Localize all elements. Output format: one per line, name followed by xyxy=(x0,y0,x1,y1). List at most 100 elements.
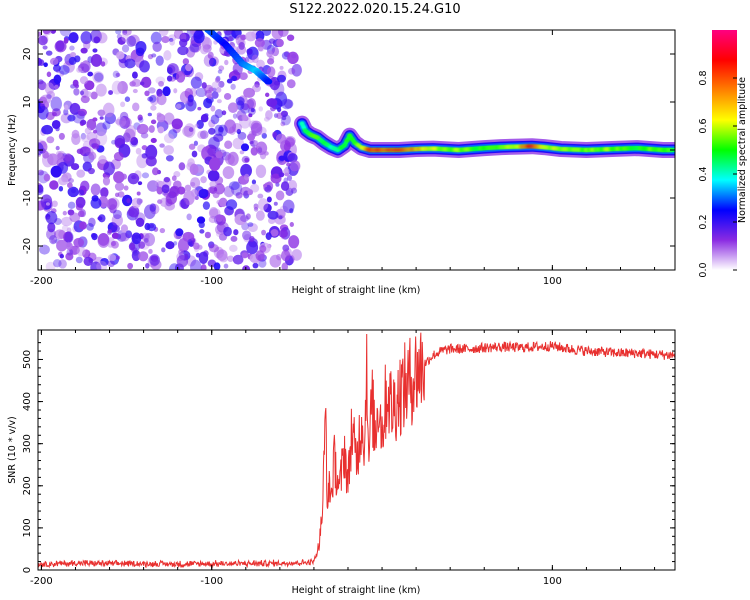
heatmap-cell xyxy=(224,140,233,150)
heatmap-cell xyxy=(281,262,289,270)
heatmap-cell xyxy=(116,33,123,40)
heatmap-cell xyxy=(47,153,59,166)
heatmap-cell xyxy=(70,163,80,171)
heatmap-cell xyxy=(334,148,341,152)
heatmap-cell xyxy=(240,143,250,152)
heatmap-cell xyxy=(341,143,348,147)
heatmap-cell xyxy=(106,198,118,210)
heatmap-cell xyxy=(197,130,207,140)
heatmap-cell xyxy=(50,165,62,178)
heatmap-cell xyxy=(179,38,188,47)
heatmap-cell xyxy=(121,44,130,53)
heatmap-cell xyxy=(159,143,165,148)
heatmap-cell xyxy=(218,253,229,263)
heatmap-cell xyxy=(244,173,250,181)
heatmap-cell xyxy=(241,114,248,122)
heatmap-cell xyxy=(76,169,86,178)
heatmap-cell xyxy=(68,56,77,65)
heatmap-cell xyxy=(276,253,282,261)
heatmap-cell xyxy=(93,129,98,134)
heatmap-cell xyxy=(90,91,98,100)
heatmap-cell xyxy=(175,103,182,109)
heatmap-cell xyxy=(261,229,267,236)
heatmap-cell xyxy=(76,67,82,73)
heatmap-cell xyxy=(286,162,291,167)
heatmap-cell xyxy=(147,112,152,117)
heatmap-cell xyxy=(95,122,107,137)
heatmap-cell xyxy=(270,229,279,237)
y-tick-label-top: 20 xyxy=(22,48,33,61)
heatmap-cell xyxy=(268,38,276,44)
heatmap-cell xyxy=(126,198,131,204)
heatmap-cell xyxy=(131,249,141,262)
heatmap-cell xyxy=(74,83,79,89)
heatmap-cell xyxy=(114,135,126,148)
heatmap-cell xyxy=(45,202,50,206)
heatmap-cell xyxy=(155,55,164,66)
heatmap-cell xyxy=(38,105,49,120)
y-tick-label-top: -10 xyxy=(22,190,33,206)
heatmap-cell xyxy=(232,113,238,119)
heatmap-cell xyxy=(140,76,152,88)
heatmap-cell xyxy=(43,173,51,182)
heatmap-cell xyxy=(80,134,90,143)
heatmap-cell xyxy=(208,215,218,224)
heatmap-cell xyxy=(289,208,294,214)
heatmap-cell xyxy=(211,91,219,99)
heatmap-cell xyxy=(193,242,200,250)
heatmap-cell xyxy=(200,114,209,123)
heatmap-cell xyxy=(242,230,252,241)
heatmap-cell xyxy=(245,31,257,42)
heatmap-cell xyxy=(230,83,236,90)
heatmap-cell xyxy=(135,47,145,57)
heatmap-cell xyxy=(237,131,247,140)
heatmap-cell xyxy=(156,93,167,106)
heatmap-cell xyxy=(136,153,149,169)
heatmap-cell xyxy=(97,233,110,246)
heatmap-cell xyxy=(107,260,115,268)
heatmap-cell xyxy=(176,255,189,268)
heatmap-cell xyxy=(145,156,157,167)
heatmap-cell xyxy=(77,189,85,196)
heatmap-cell xyxy=(103,161,115,176)
heatmap-cell xyxy=(38,57,43,66)
heatmap-cell xyxy=(243,87,256,98)
heatmap-cell xyxy=(212,191,220,199)
heatmap-cell xyxy=(250,122,263,137)
heatmap-cell xyxy=(207,170,220,182)
heatmap-cell xyxy=(355,143,362,147)
heatmap-cell xyxy=(244,157,250,163)
heatmap-cell xyxy=(178,249,184,255)
heatmap-cell xyxy=(128,242,136,251)
heatmap-cell xyxy=(83,40,91,50)
heatmap-cell xyxy=(45,261,56,270)
heatmap-cell xyxy=(288,67,296,75)
heatmap-cell xyxy=(51,238,56,244)
heatmap-cell xyxy=(187,239,193,246)
heatmap-cell xyxy=(281,98,293,110)
heatmap-cell xyxy=(84,127,92,135)
heatmap-cell xyxy=(270,105,276,112)
heatmap-cell xyxy=(55,145,60,151)
heatmap-cell xyxy=(110,241,117,247)
heatmap-cell xyxy=(248,113,253,118)
heatmap-cell xyxy=(276,74,286,83)
heatmap-cell xyxy=(39,244,50,255)
heatmap-cell xyxy=(202,201,211,210)
heatmap-cell xyxy=(136,198,143,205)
y-axis-label-bottom: SNR (10 * v/v) xyxy=(7,416,18,484)
heatmap-cell xyxy=(247,222,254,227)
heatmap-cell xyxy=(199,44,209,55)
heatmap-cell xyxy=(52,259,62,268)
heatmap-cell xyxy=(224,59,229,66)
heatmap-cell xyxy=(80,31,92,45)
heatmap-cell xyxy=(54,40,67,53)
heatmap-cell xyxy=(88,151,97,161)
heatmap-cell xyxy=(166,191,178,205)
heatmap-cell xyxy=(99,116,104,120)
heatmap-cell xyxy=(67,182,73,189)
heatmap-cells xyxy=(38,30,675,270)
heatmap-cell xyxy=(200,176,207,184)
heatmap-cell xyxy=(141,172,150,179)
